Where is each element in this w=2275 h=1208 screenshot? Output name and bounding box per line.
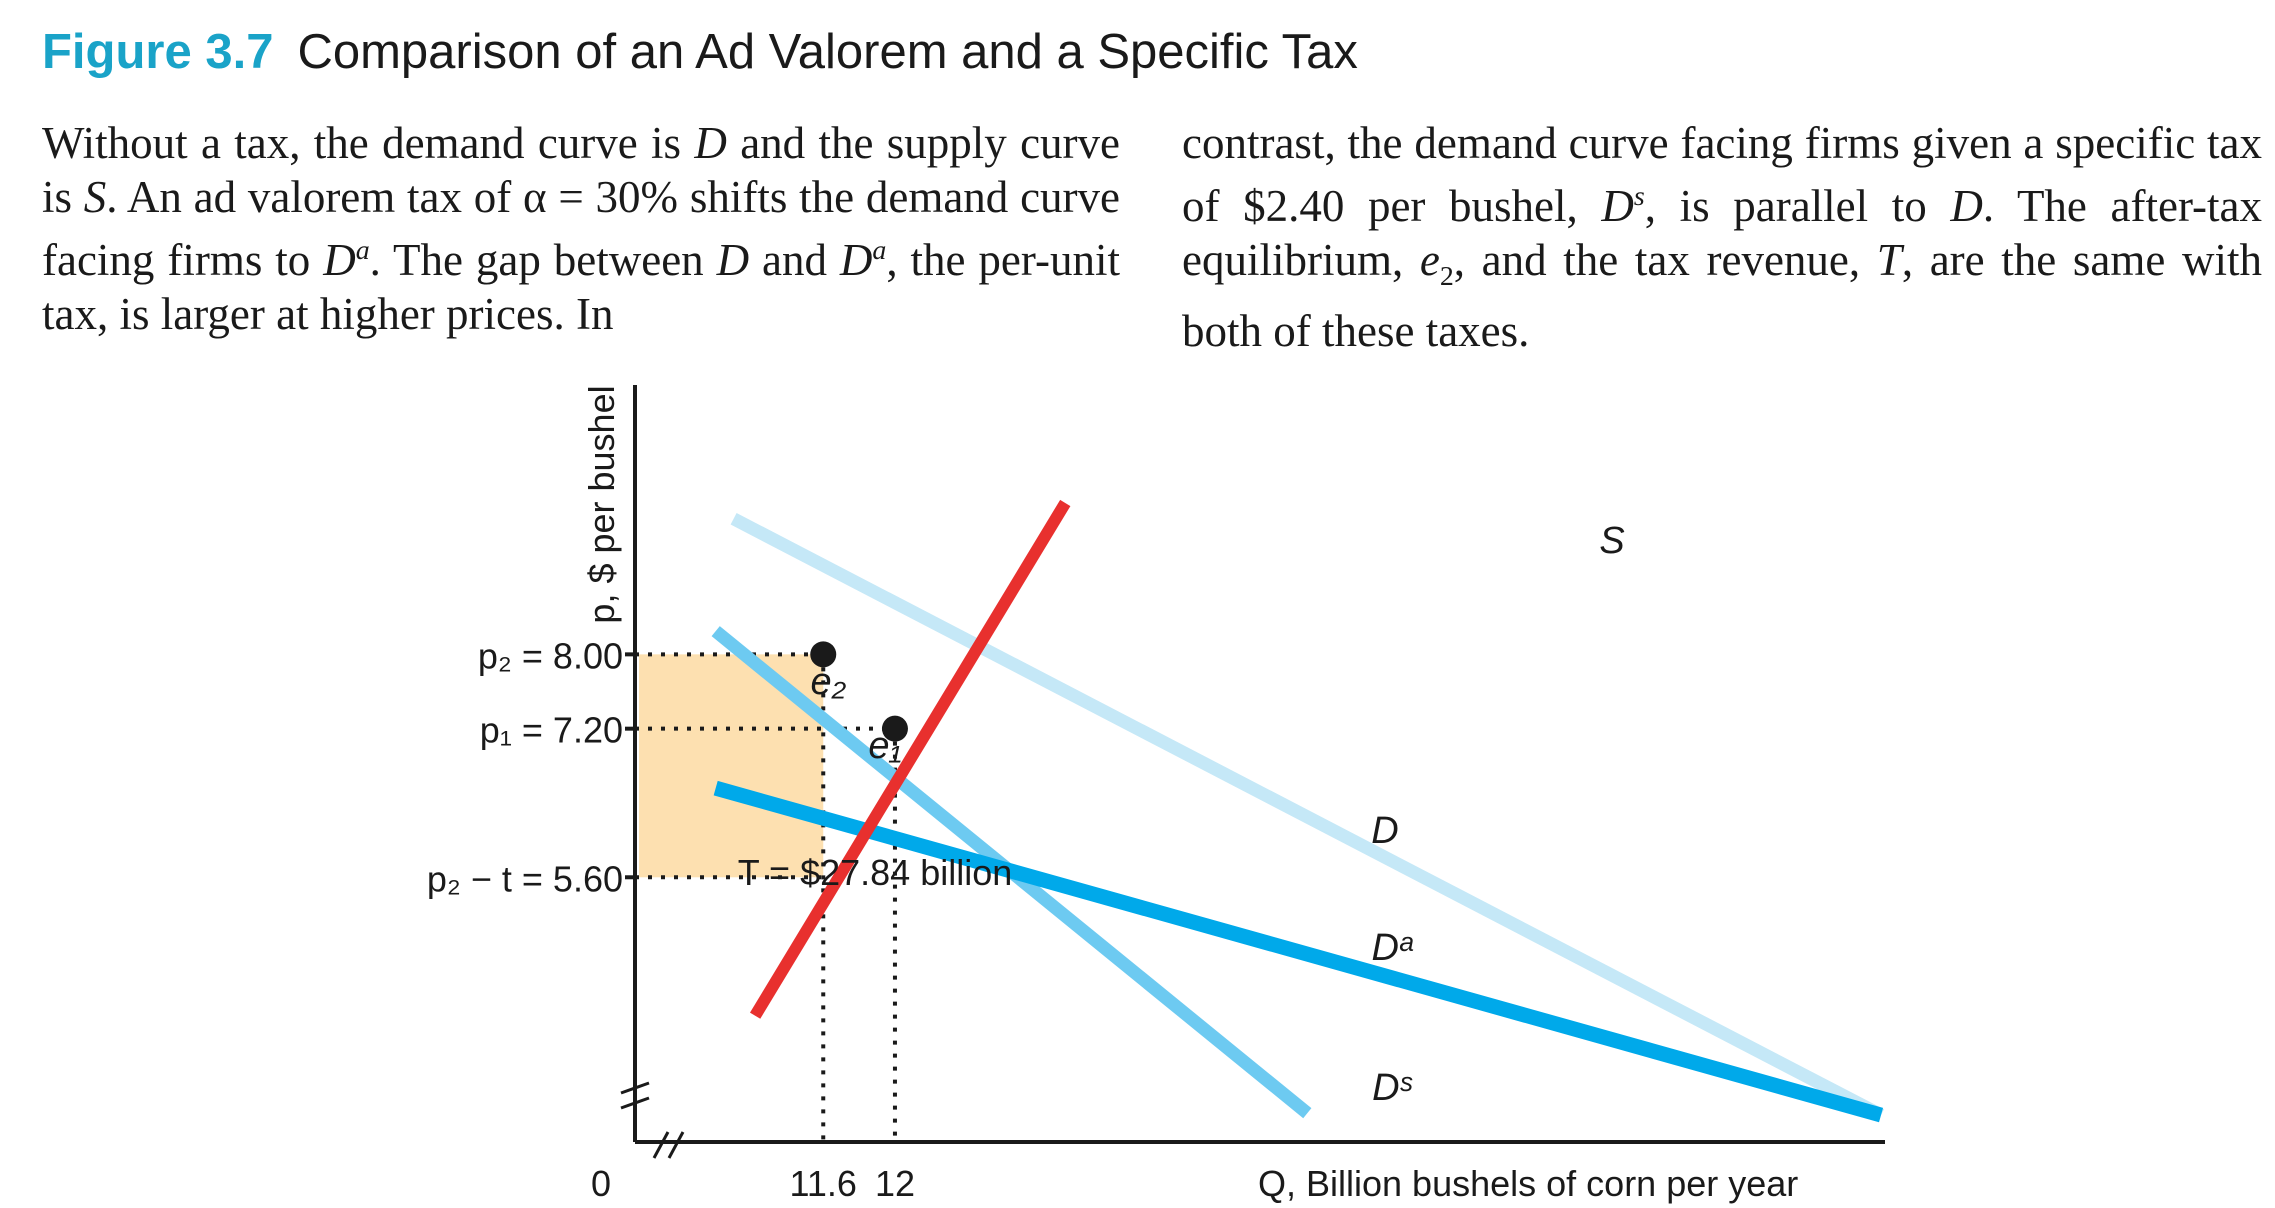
tax-revenue-label: T = $27.84 billion <box>738 852 1013 893</box>
curves <box>711 499 1885 1123</box>
figure-caption: Figure 3.7 Comparison of an Ad Valorem an… <box>42 22 1358 82</box>
x-axis-label: Q, Billion bushels of corn per year <box>1258 1163 1798 1204</box>
x-tick-label: 12 <box>875 1163 915 1204</box>
y-tick-label: p₁ = 7.20 <box>480 710 623 751</box>
supply-label: S <box>1599 520 1624 562</box>
figure-title: Comparison of an Ad Valorem and a Specif… <box>297 25 1358 79</box>
demand-curve-da <box>713 780 1884 1123</box>
description-left: Without a tax, the demand curve is D and… <box>42 118 1121 339</box>
y-tick-label: p₂ − t = 5.60 <box>427 858 623 899</box>
supply-curve-s <box>749 499 1071 1019</box>
chart-labels: p₂ = 8.00 p₁ = 7.20 p₂ − t = 5.60 0 11.6 12 Q,… <box>427 385 1798 1204</box>
equilibrium-label-e1: e₁ <box>868 725 901 767</box>
equilibrium-label-e2: e₂ <box>810 661 846 703</box>
equilibrium-e2 <box>810 641 837 668</box>
demand-da-label: Dᵃ <box>1371 927 1413 969</box>
figure-number: Figure 3.7 <box>42 25 274 79</box>
demand-ds-label: Dˢ <box>1372 1067 1412 1109</box>
y-tick-label: p₂ = 8.00 <box>478 635 623 676</box>
guide-lines <box>635 652 897 1142</box>
y-axis-break <box>620 1081 650 1095</box>
description-right: contrast, the demand curve facing firms … <box>1182 118 2262 356</box>
tax-revenue-area <box>639 654 824 878</box>
x-axis-break <box>667 1131 685 1159</box>
demand-curve-d <box>730 512 1885 1121</box>
y-axis-label: p, $ per bushel <box>581 385 622 623</box>
demand-d-label: D <box>1371 810 1398 852</box>
equilibrium-e1 <box>881 715 908 742</box>
axes <box>620 385 1885 1159</box>
y-axis-break <box>620 1096 650 1110</box>
x-tick-label: 11.6 <box>790 1163 857 1204</box>
equilibrium-points <box>810 641 908 742</box>
origin-label: 0 <box>591 1163 611 1204</box>
x-axis-break <box>652 1131 670 1159</box>
